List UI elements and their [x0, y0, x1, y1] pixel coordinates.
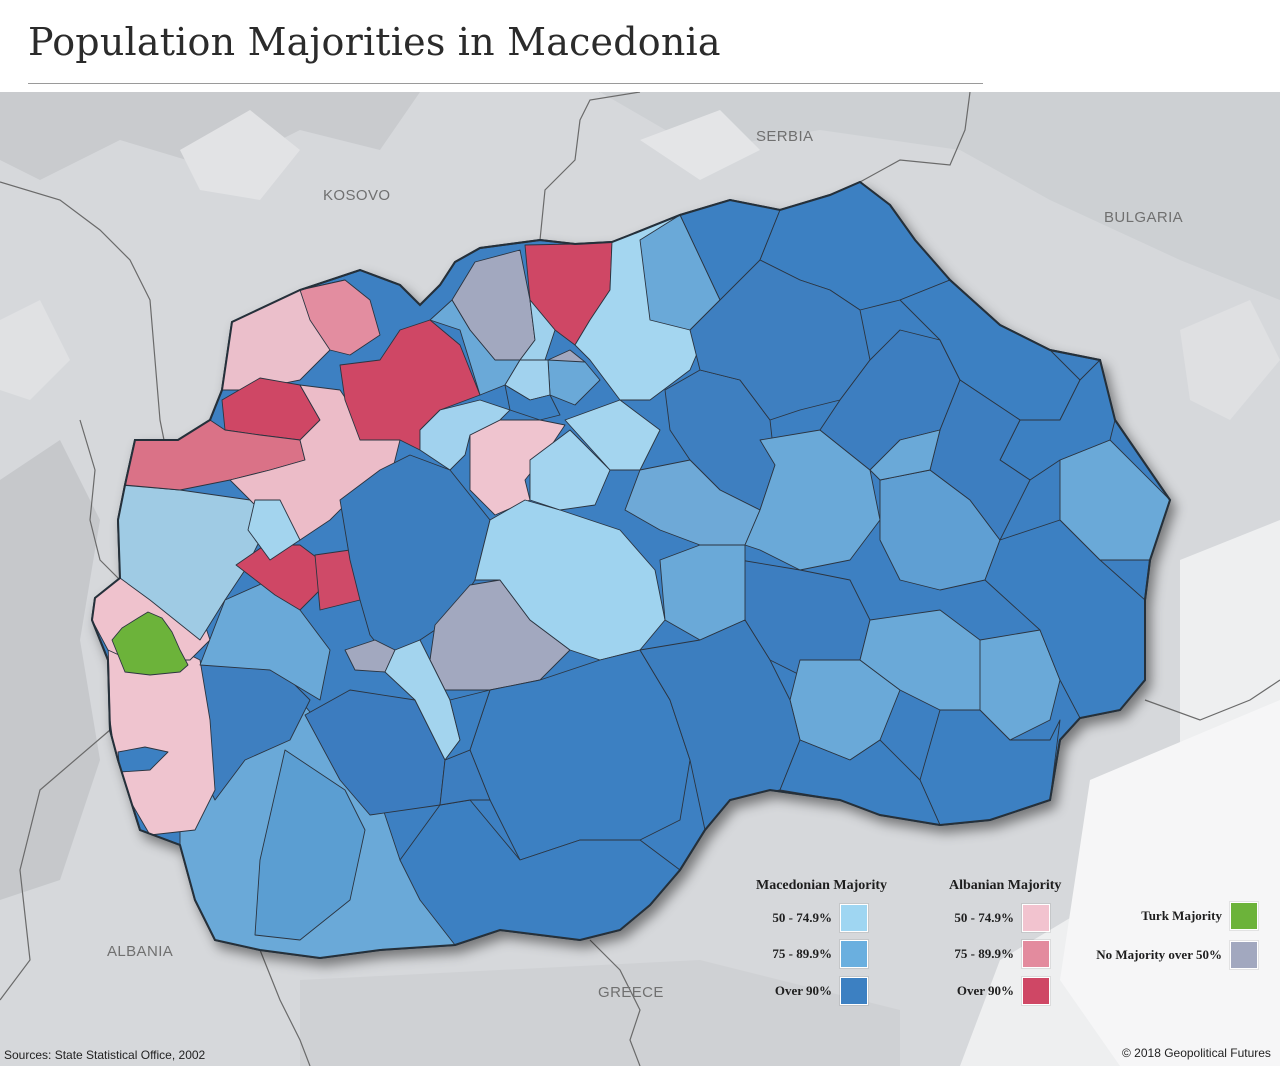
map-svg — [0, 92, 1280, 1066]
legend-macedonian-row-2: 75 - 89.9% — [736, 940, 868, 968]
municipalities — [92, 182, 1170, 958]
legend-swatch-albanian-low — [1022, 904, 1050, 932]
municipality-kisela-voda — [419, 399, 511, 471]
source-note: Sources: State Statistical Office, 2002 — [4, 1048, 206, 1062]
municipality-jegunovce — [299, 279, 381, 356]
macedonia-border — [90, 180, 1172, 960]
municipality-centar-zupa — [111, 611, 189, 676]
municipality-drugovo — [247, 499, 301, 561]
legend-no-majority-row: No Majority over 50% — [1060, 941, 1258, 969]
municipality-petrovec — [564, 399, 661, 471]
municipality-vinica — [929, 379, 1031, 541]
legend-swatch-albanian-mid — [1022, 940, 1050, 968]
legend-label: 75 - 89.9% — [772, 946, 832, 961]
municipality-zrnovci — [869, 429, 941, 481]
legend-macedonian-title: Macedonian Majority — [756, 878, 888, 893]
title-divider — [28, 83, 983, 84]
legend-label: 75 - 89.9% — [954, 946, 1014, 961]
legend-swatch-turk — [1230, 902, 1258, 930]
label-greece: GREECE — [598, 984, 664, 1001]
legend-label: Over 90% — [956, 983, 1014, 998]
country-borders — [0, 92, 1280, 1066]
municipality-resen — [254, 749, 366, 941]
municipality-dolneni — [444, 689, 491, 761]
legend-albanian-title: Albanian Majority — [949, 878, 1062, 893]
label-bulgaria: BULGARIA — [1104, 209, 1184, 226]
legend-turk-row: Turk Majority — [1060, 902, 1258, 930]
legend-albanian-row-1: 50 - 74.9% — [918, 904, 1050, 932]
municipality-zelenikovo — [529, 429, 611, 511]
header: Population Majorities in Macedonia — [0, 0, 1280, 92]
legend-label: 50 - 74.9% — [954, 910, 1014, 925]
legend-label: Turk Majority — [1141, 908, 1222, 923]
copyright: © 2018 Geopolitical Futures — [1122, 1046, 1271, 1060]
page-title: Population Majorities in Macedonia — [28, 20, 721, 64]
map — [0, 92, 1280, 1066]
label-serbia: SERBIA — [756, 128, 814, 145]
legend-macedonian-row-3: Over 90% — [736, 977, 868, 1005]
legend-albanian-row-2: 75 - 89.9% — [918, 940, 1050, 968]
legend-label: No Majority over 50% — [1096, 947, 1222, 962]
label-albania: ALBANIA — [107, 943, 174, 960]
label-kosovo: KOSOVO — [323, 187, 391, 204]
legend-label: Over 90% — [774, 983, 832, 998]
legend-macedonian-row-1: 50 - 74.9% — [736, 904, 868, 932]
legend-swatch-macedonian-mid — [840, 940, 868, 968]
legend-swatch-macedonian-high — [840, 977, 868, 1005]
legend-swatch-macedonian-low — [840, 904, 868, 932]
legend-label: 50 - 74.9% — [772, 910, 832, 925]
legend-albanian-row-3: Over 90% — [918, 977, 1050, 1005]
legend-swatch-no-majority — [1230, 941, 1258, 969]
legend-swatch-albanian-high — [1022, 977, 1050, 1005]
